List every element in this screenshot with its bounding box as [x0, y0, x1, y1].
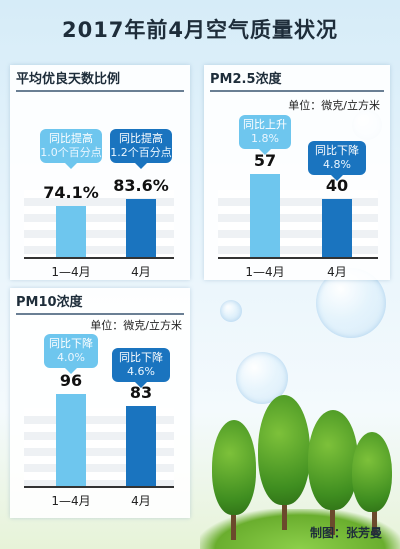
bar: [126, 406, 156, 486]
tree-decoration: [352, 432, 392, 512]
callout-value: 4.6%: [127, 365, 155, 378]
callout-value: 1.0个百分点: [40, 146, 102, 159]
callout-line: 同比提高: [119, 132, 163, 145]
page-title: 2017年前4月空气质量状况: [61, 18, 339, 42]
x-tick-label: 4月: [131, 494, 151, 508]
bar: [322, 199, 352, 257]
callout-value: 4.8%: [323, 158, 351, 171]
data-label: 83.6%: [113, 176, 169, 196]
callout-line: 同比下降: [49, 337, 93, 350]
bar: [56, 205, 86, 257]
unit-label: 单位：微克/立方米: [90, 319, 182, 332]
bar: [250, 174, 280, 257]
x-axis-line: [218, 257, 378, 259]
x-tick-label: 4月: [327, 265, 347, 279]
tree-trunk: [330, 490, 335, 535]
x-axis-line: [24, 486, 174, 488]
change-callout: 同比上升 1.8%: [239, 115, 291, 155]
panel-pm25: PM2.5浓度 单位：微克/立方米 57 1—4月 同比上升 1.8% 40 4月 同比下降…: [204, 65, 390, 280]
bar: [126, 199, 156, 257]
grid-stripes: [218, 190, 378, 257]
data-label: 83: [129, 383, 153, 403]
callout-line: 同比下降: [315, 144, 359, 157]
x-tick-label: 1—4月: [245, 265, 285, 279]
callout-line: 同比上升: [243, 118, 287, 131]
x-tick-label: 4月: [131, 265, 151, 279]
data-label: 96: [59, 371, 83, 390]
change-callout: 同比提高 1.0个百分点: [40, 129, 102, 169]
x-tick-label: 1—4月: [51, 494, 91, 508]
change-callout: 同比下降 4.6%: [112, 348, 170, 388]
change-callout: 同比提高 1.2个百分点: [110, 129, 172, 169]
callout-value: 1.8%: [251, 132, 279, 145]
panel-title: 平均优良天数比例: [16, 70, 184, 92]
data-label: 74.1%: [43, 182, 99, 202]
tree-decoration: [308, 410, 358, 510]
bubble-decoration: [220, 300, 242, 322]
data-label: 57: [253, 151, 277, 171]
panel-title: PM10浓度: [16, 293, 184, 315]
x-axis-line: [24, 257, 174, 259]
tree-trunk: [231, 500, 236, 540]
x-tick-label: 1—4月: [51, 265, 91, 279]
callout-value: 4.0%: [57, 351, 85, 364]
tree-trunk: [372, 500, 377, 535]
panel-good-days: 平均优良天数比例 74.1% 1—4月 同比提高 1.0个百分点 83.6% 4月 同比提高…: [10, 65, 190, 280]
panel-pm10: PM10浓度 单位：微克/立方米 96 1—4月 同比下降 4.0% 83 4月 同比下降 4…: [10, 288, 190, 518]
panel-title: PM2.5浓度: [210, 70, 384, 92]
bar: [56, 394, 86, 486]
callout-line: 同比下降: [119, 351, 163, 364]
tree-decoration: [258, 395, 310, 505]
credit-label: 制图：张芳曼: [309, 526, 382, 540]
tree-decoration: [212, 420, 256, 515]
unit-label: 单位：微克/立方米: [288, 99, 380, 112]
callout-line: 同比提高: [49, 132, 93, 145]
change-callout: 同比下降 4.8%: [308, 141, 366, 181]
callout-value: 1.2个百分点: [110, 146, 172, 159]
change-callout: 同比下降 4.0%: [44, 334, 98, 374]
